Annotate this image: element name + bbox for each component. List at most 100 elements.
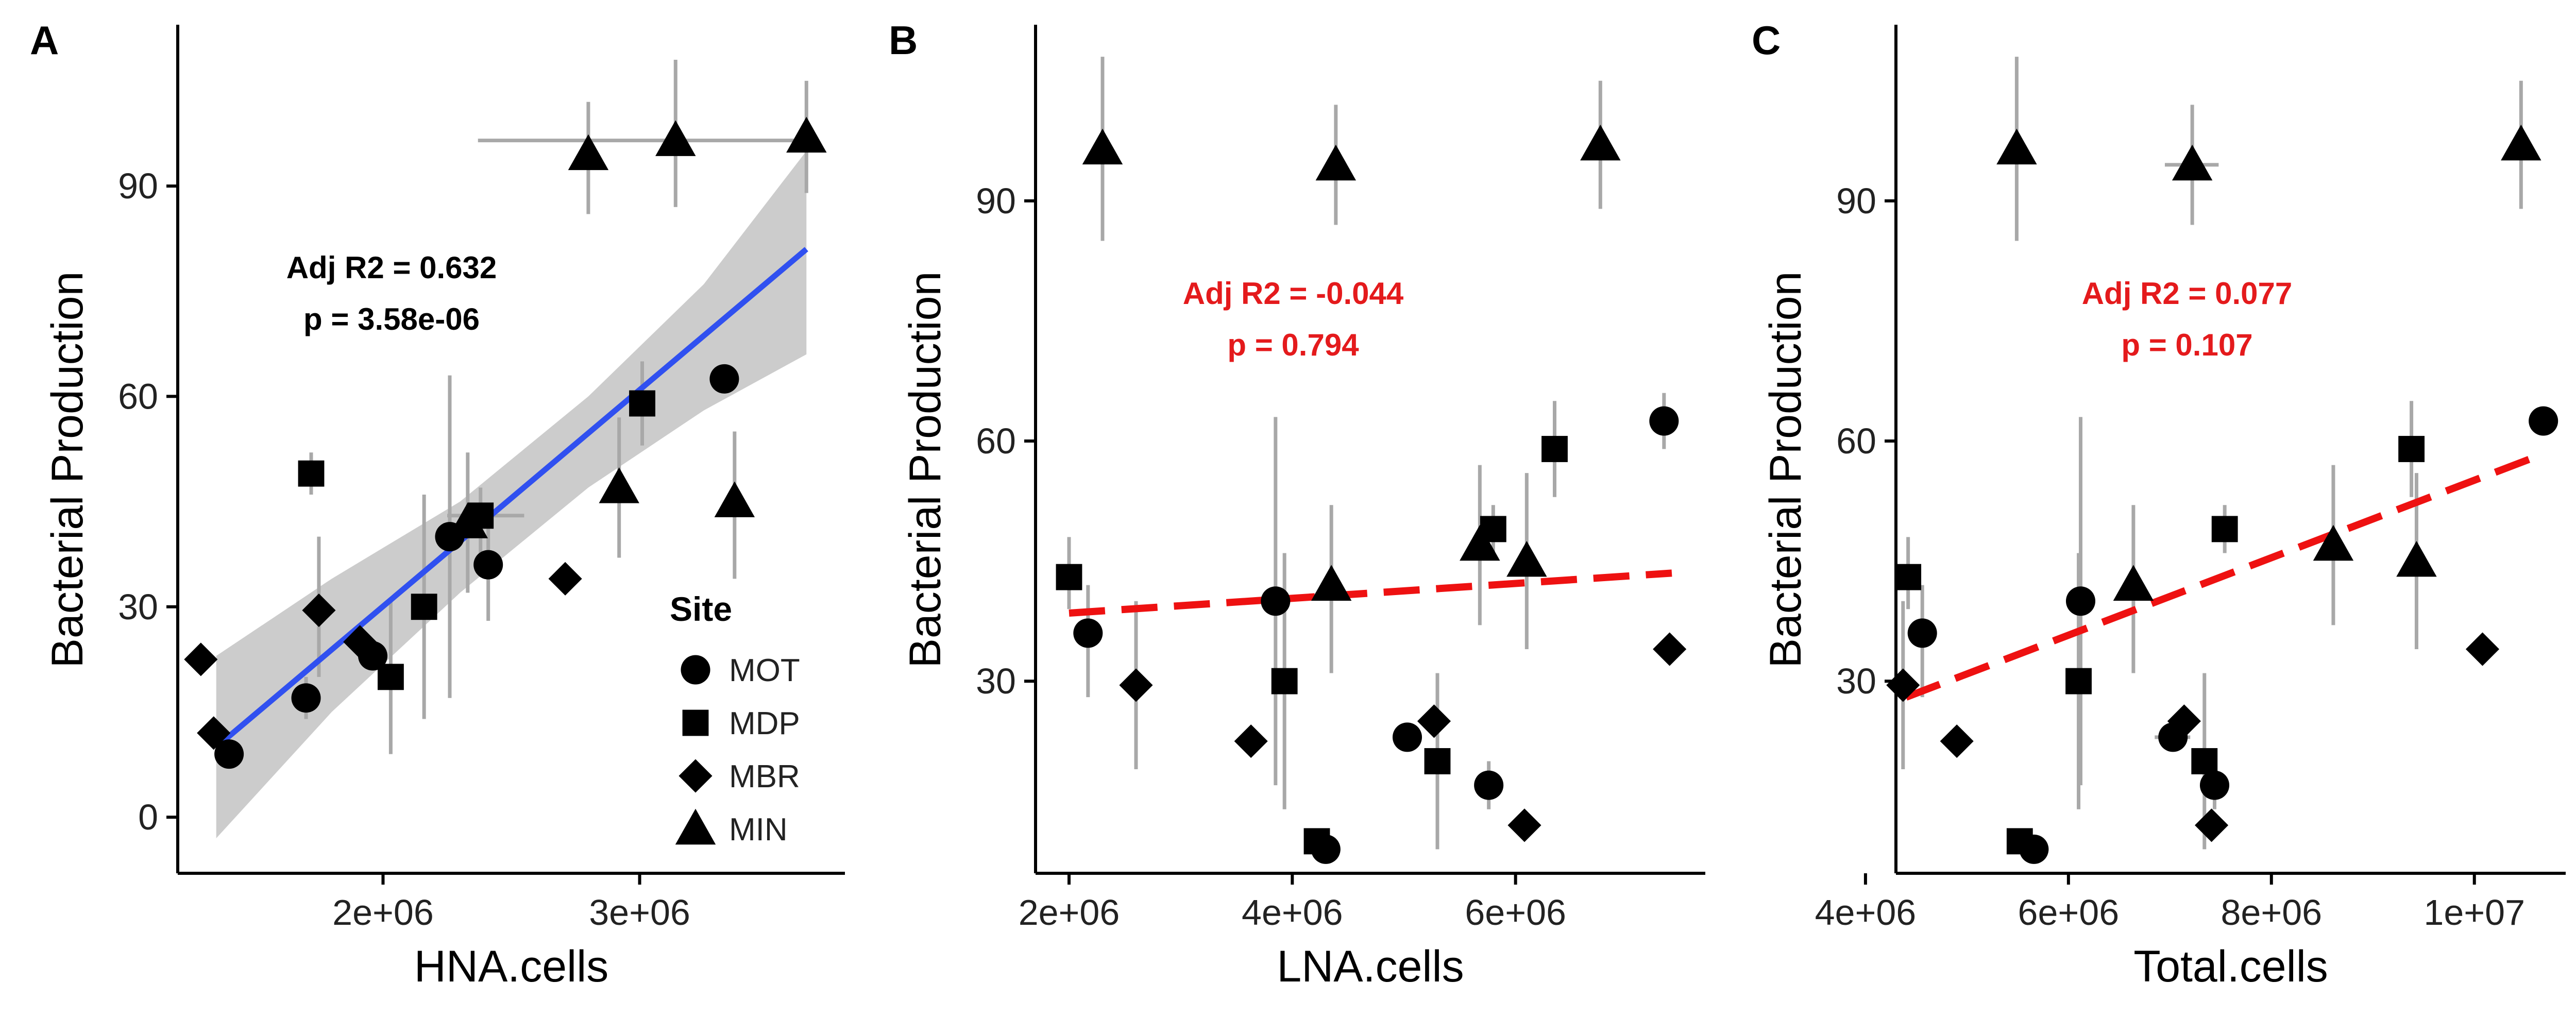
point-mot (1907, 618, 1937, 648)
x-tick-label: 2e+06 (332, 892, 434, 933)
legend-title: Site (670, 590, 732, 628)
point-mbr (2167, 704, 2201, 738)
point-min (447, 502, 488, 538)
y-tick-label: 90 (118, 166, 158, 206)
point-min (1506, 540, 1547, 577)
y-tick-label: 30 (1836, 661, 1876, 701)
x-axis-label: HNA.cells (414, 942, 609, 991)
x-tick-label: 6e+06 (1465, 892, 1566, 933)
y-tick-label: 30 (976, 661, 1016, 701)
y-tick-label: 60 (1836, 421, 1876, 461)
point-mot (2065, 586, 2096, 616)
point-mot (1474, 770, 1504, 800)
y-axis-label: Bacterial Production (43, 272, 92, 668)
x-tick-label: 2e+06 (1019, 892, 1120, 933)
point-mdp (2211, 516, 2238, 543)
y-tick-label: 60 (118, 376, 158, 416)
x-tick-label: 4e+06 (1815, 892, 1917, 933)
point-mot (2199, 770, 2230, 800)
point-mbr (197, 716, 231, 750)
annotation-r2: Adj R2 = 0.077 (2082, 276, 2293, 311)
point-min (2501, 124, 2541, 161)
point-mot (1261, 586, 1291, 616)
point-mdp (377, 664, 404, 690)
point-min (1460, 524, 1500, 561)
y-tick-label: 30 (118, 587, 158, 627)
y-axis-label: Bacterial Production (1761, 272, 1810, 668)
legend-key-mbr (679, 759, 713, 793)
x-tick-label: 8e+06 (2221, 892, 2322, 933)
point-mdp (2191, 748, 2218, 774)
point-min (786, 116, 827, 153)
legend-label: MIN (729, 812, 788, 848)
point-mot (1649, 406, 1679, 436)
y-tick-label: 90 (1836, 181, 1876, 221)
annotation-p: p = 0.794 (1227, 328, 1359, 362)
point-mbr (548, 562, 582, 596)
point-min (1311, 565, 1352, 601)
legend-key-min (675, 808, 716, 845)
annotation-r2: Adj R2 = -0.044 (1183, 276, 1404, 311)
y-tick-label: 0 (138, 797, 158, 837)
legend: Site MOT MDP MBR MIN (670, 590, 800, 848)
fit-line (214, 247, 808, 750)
annotation-r2: Adj R2 = 0.632 (286, 250, 497, 285)
point-mdp (298, 460, 325, 487)
point-mdp (2398, 436, 2425, 462)
point-mbr (1653, 632, 1687, 666)
point-mot (709, 364, 739, 394)
point-mbr (343, 625, 377, 659)
point-mdp (1303, 828, 1330, 855)
point-mdp (1541, 436, 1568, 462)
legend-key-mot (681, 655, 710, 685)
point-min (2313, 524, 2354, 561)
legend-key-mdp (682, 709, 709, 736)
point-mdp (1424, 748, 1451, 774)
point-min (2113, 565, 2154, 601)
legend-label: MDP (729, 706, 800, 741)
panel-letter: C (1752, 18, 1781, 63)
point-mot (214, 739, 244, 769)
y-tick-label: 60 (976, 421, 1016, 461)
point-mot (2529, 406, 2558, 436)
fit-line (1069, 569, 1672, 617)
x-tick-label: 3e+06 (589, 892, 690, 933)
x-tick-label: 6e+06 (2018, 892, 2120, 933)
point-mbr (2195, 808, 2229, 842)
point-mbr (2465, 632, 2500, 666)
point-min (1082, 128, 1123, 165)
point-mdp (2006, 828, 2033, 855)
point-min (655, 120, 696, 156)
point-mbr (302, 594, 336, 628)
point-mdp (2065, 668, 2092, 695)
x-axis-label: Total.cells (2133, 942, 2328, 991)
point-min (2396, 540, 2437, 577)
annotation-p: p = 3.58e-06 (303, 302, 480, 336)
panel-letter: A (30, 18, 59, 63)
point-mbr (1417, 704, 1451, 738)
point-mbr (1119, 668, 1153, 702)
point-mot (1073, 618, 1103, 648)
point-mdp (1895, 564, 1922, 590)
point-min (568, 134, 609, 171)
panel-letter: B (889, 18, 918, 63)
point-mot (1392, 722, 1422, 752)
panel-a: A 0 30 60 90 2e+06 3e+06 HNA.cells Bacterial Pro… (30, 18, 845, 991)
point-mbr (1886, 668, 1920, 702)
point-mot (473, 550, 503, 580)
x-tick-label: 1e+07 (2424, 892, 2525, 933)
legend-label: MBR (729, 759, 800, 794)
point-mdp (1271, 668, 1298, 695)
point-mdp (1056, 564, 1082, 590)
point-mdp (629, 390, 655, 417)
point-mbr (1234, 724, 1268, 758)
fit-line (1905, 453, 2537, 701)
point-min (2172, 144, 2213, 181)
point-min (1996, 128, 2037, 165)
point-min (714, 481, 755, 517)
annotation-p: p = 0.107 (2121, 328, 2252, 362)
y-axis-label: Bacterial Production (901, 272, 950, 668)
